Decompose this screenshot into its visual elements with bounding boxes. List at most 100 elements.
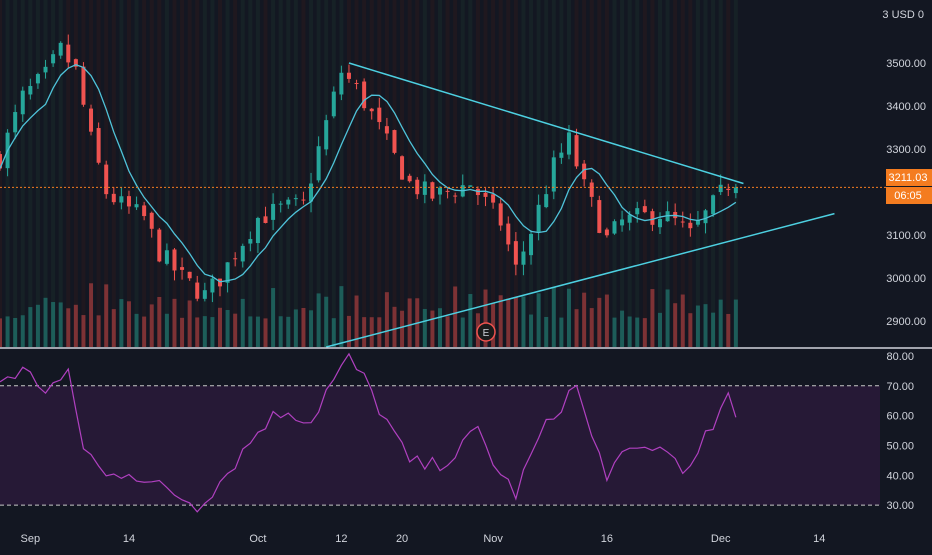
candle-body[interactable] [164,250,169,264]
candle-body[interactable] [202,290,207,299]
candle-body[interactable] [81,66,86,105]
candle-body[interactable] [301,199,306,201]
candle-body[interactable] [566,132,571,155]
candle-body[interactable] [218,278,222,287]
candle-body[interactable] [438,187,442,195]
candle-body[interactable] [384,126,389,134]
candle-body[interactable] [551,157,556,192]
candle-body[interactable] [392,130,397,153]
candle-body[interactable] [483,192,488,197]
candle-body[interactable] [574,135,579,167]
candle-body[interactable] [187,271,192,279]
candle-body[interactable] [544,194,549,208]
candle-body[interactable] [104,164,109,195]
candle-body[interactable] [111,193,116,203]
candle-body[interactable] [286,199,291,205]
candle-body[interactable] [582,163,587,180]
candle-body[interactable] [324,120,329,150]
candle-body[interactable] [126,196,131,207]
candle-body[interactable] [20,90,25,115]
candle-body[interactable] [377,107,382,123]
candle-body[interactable] [711,195,716,215]
candle-body[interactable] [453,195,458,197]
candle-body[interactable] [119,196,124,203]
candle-body[interactable] [157,229,162,262]
candle-body[interactable] [248,239,253,244]
candle-body[interactable] [559,152,564,158]
candle-body[interactable] [354,82,359,84]
candle-body[interactable] [73,59,78,67]
candle-body[interactable] [195,282,200,299]
candle-body[interactable] [400,156,405,180]
candle-body[interactable] [172,249,177,271]
candle-body[interactable] [51,54,56,64]
candle-body[interactable] [407,175,412,182]
candle-body[interactable] [316,146,321,181]
candle-body[interactable] [521,251,526,265]
candlesticks[interactable] [0,34,738,303]
candle-body[interactable] [28,86,33,95]
candle-body[interactable] [733,187,738,194]
candle-body[interactable] [142,205,147,217]
candle-body[interactable] [13,112,18,133]
candle-body[interactable] [620,219,625,226]
candle-body[interactable] [422,181,427,195]
candle-body[interactable] [134,204,139,208]
candle-body[interactable] [506,223,511,245]
candle-body[interactable] [339,72,344,95]
candle-body[interactable] [0,154,2,169]
candle-body[interactable] [96,128,101,163]
candle-body[interactable] [680,221,685,223]
candle-body[interactable] [445,190,450,192]
candle-body[interactable] [58,42,63,56]
currency-label[interactable]: 3 USD 0 [882,9,924,21]
candle-body[interactable] [658,218,662,228]
candle-body[interactable] [718,184,723,193]
candle-body[interactable] [331,91,336,117]
candle-body[interactable] [688,222,693,229]
candle-body[interactable] [513,241,518,265]
candle-body[interactable] [43,66,48,73]
candle-body[interactable] [263,216,268,223]
candle-body[interactable] [180,267,185,270]
candle-body[interactable] [225,262,230,283]
candle-body[interactable] [35,74,40,84]
candle-body[interactable] [597,200,602,233]
candle-body[interactable] [498,203,503,226]
candle-body[interactable] [642,206,647,213]
candle-body[interactable] [240,245,245,262]
volume-bar [460,317,465,347]
candle-body[interactable] [210,278,215,293]
candle-body[interactable] [695,220,700,225]
volume-bar [400,310,405,347]
candle-body[interactable] [468,185,473,187]
candle-body[interactable] [309,183,314,202]
candle-body[interactable] [346,72,351,79]
earnings-marker-circle[interactable] [476,322,496,342]
candle-body[interactable] [529,233,534,256]
earnings-marker[interactable]: E [476,322,496,342]
candle-body[interactable] [369,108,374,112]
candle-body[interactable] [650,211,655,225]
candle-body[interactable] [627,214,632,223]
candle-body[interactable] [66,44,71,63]
candle-body[interactable] [149,212,154,229]
candle-body[interactable] [278,203,283,205]
candle-body[interactable] [726,188,731,190]
candle-body[interactable] [635,208,640,215]
candle-body[interactable] [271,203,276,220]
candle-body[interactable] [430,182,435,199]
candle-body[interactable] [491,194,496,203]
candle-body[interactable] [293,198,298,200]
candle-body[interactable] [703,210,708,224]
candle-body[interactable] [89,108,94,132]
candle-body[interactable] [612,221,617,234]
candle-body[interactable] [255,217,260,244]
candle-body[interactable] [536,204,541,232]
candle-body[interactable] [233,258,238,260]
candle-body[interactable] [589,182,594,197]
candle-body[interactable] [604,229,609,236]
candle-body[interactable] [362,81,367,109]
